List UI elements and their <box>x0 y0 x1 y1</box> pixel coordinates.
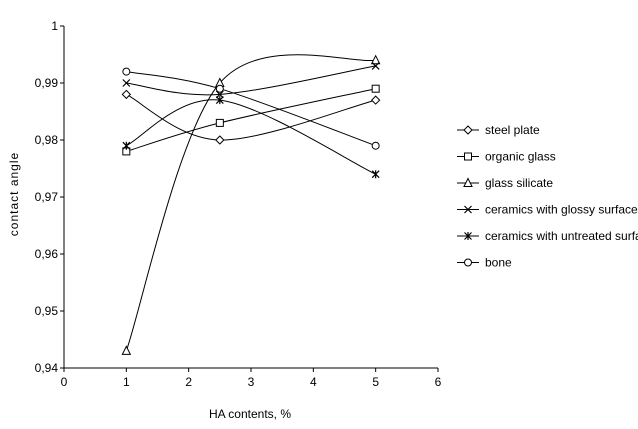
series-line-4 <box>126 99 376 175</box>
data-point <box>122 141 131 150</box>
x-tick-label: 2 <box>185 375 192 389</box>
data-point <box>215 135 225 145</box>
data-point <box>371 141 380 150</box>
x-tick-label: 0 <box>61 375 68 389</box>
legend-marker <box>464 258 472 267</box>
y-tick-label: 0,97 <box>35 190 59 204</box>
y-tick-label: 0,95 <box>35 304 59 318</box>
data-point <box>371 61 380 70</box>
data-point <box>121 89 132 100</box>
data-point <box>122 67 131 76</box>
data-point <box>370 95 381 105</box>
x-tick-label: 1 <box>123 375 130 389</box>
y-tick-label: 0,98 <box>35 133 59 147</box>
series-line-3 <box>126 65 376 96</box>
y-axis-title: contact angle <box>7 152 21 236</box>
x-tick-label: 4 <box>310 375 317 389</box>
legend-label: organic glass <box>485 150 556 164</box>
y-tick-label: 0,96 <box>35 247 59 261</box>
data-point <box>215 96 224 105</box>
legend-label: steel plate <box>485 123 540 137</box>
x-tick-label: 3 <box>248 375 255 389</box>
data-point <box>370 54 381 65</box>
legend-marker <box>464 205 472 214</box>
legend-label: ceramics with glossy surface <box>485 203 638 217</box>
data-point <box>121 345 132 355</box>
legend: steel plate organic glass glass silicate ce… <box>457 123 638 270</box>
legend-marker <box>463 177 473 187</box>
legend-label: bone <box>485 256 512 270</box>
y-tick-label: 1 <box>51 19 58 33</box>
series-markers <box>121 54 381 355</box>
y-tick-label: 0,99 <box>35 76 59 90</box>
axes: 0,94 0,95 0,96 0,97 0,98 0,99 1 0 1 2 3 4 5 6 <box>35 19 442 389</box>
legend-label: glass silicate <box>485 176 553 190</box>
x-tick-label: 5 <box>372 375 379 389</box>
series-lines <box>125 54 376 352</box>
series-line-0 <box>126 93 376 141</box>
legend-label: ceramics with untreated surface <box>485 229 638 243</box>
legend-item: bone <box>457 256 512 270</box>
legend-item: glass silicate <box>457 176 553 190</box>
x-axis-title: HA contents, % <box>209 407 291 421</box>
legend-marker <box>464 232 472 240</box>
series-line-2 <box>125 54 376 352</box>
data-point <box>371 170 380 179</box>
y-tick-label: 0,94 <box>35 361 59 375</box>
data-point <box>371 84 380 93</box>
series-line-1 <box>126 88 376 152</box>
data-point <box>122 79 131 87</box>
legend-item: organic glass <box>457 150 556 164</box>
data-point <box>215 84 224 93</box>
data-point <box>215 90 224 99</box>
data-point <box>215 118 224 127</box>
series-line-5 <box>126 71 376 147</box>
x-tick-label: 6 <box>435 375 442 389</box>
legend-item: ceramics with glossy surface <box>457 203 638 217</box>
legend-marker <box>464 152 472 161</box>
legend-item: ceramics with untreated surface <box>457 229 638 243</box>
legend-marker <box>463 125 473 135</box>
legend-item: steel plate <box>457 123 540 137</box>
